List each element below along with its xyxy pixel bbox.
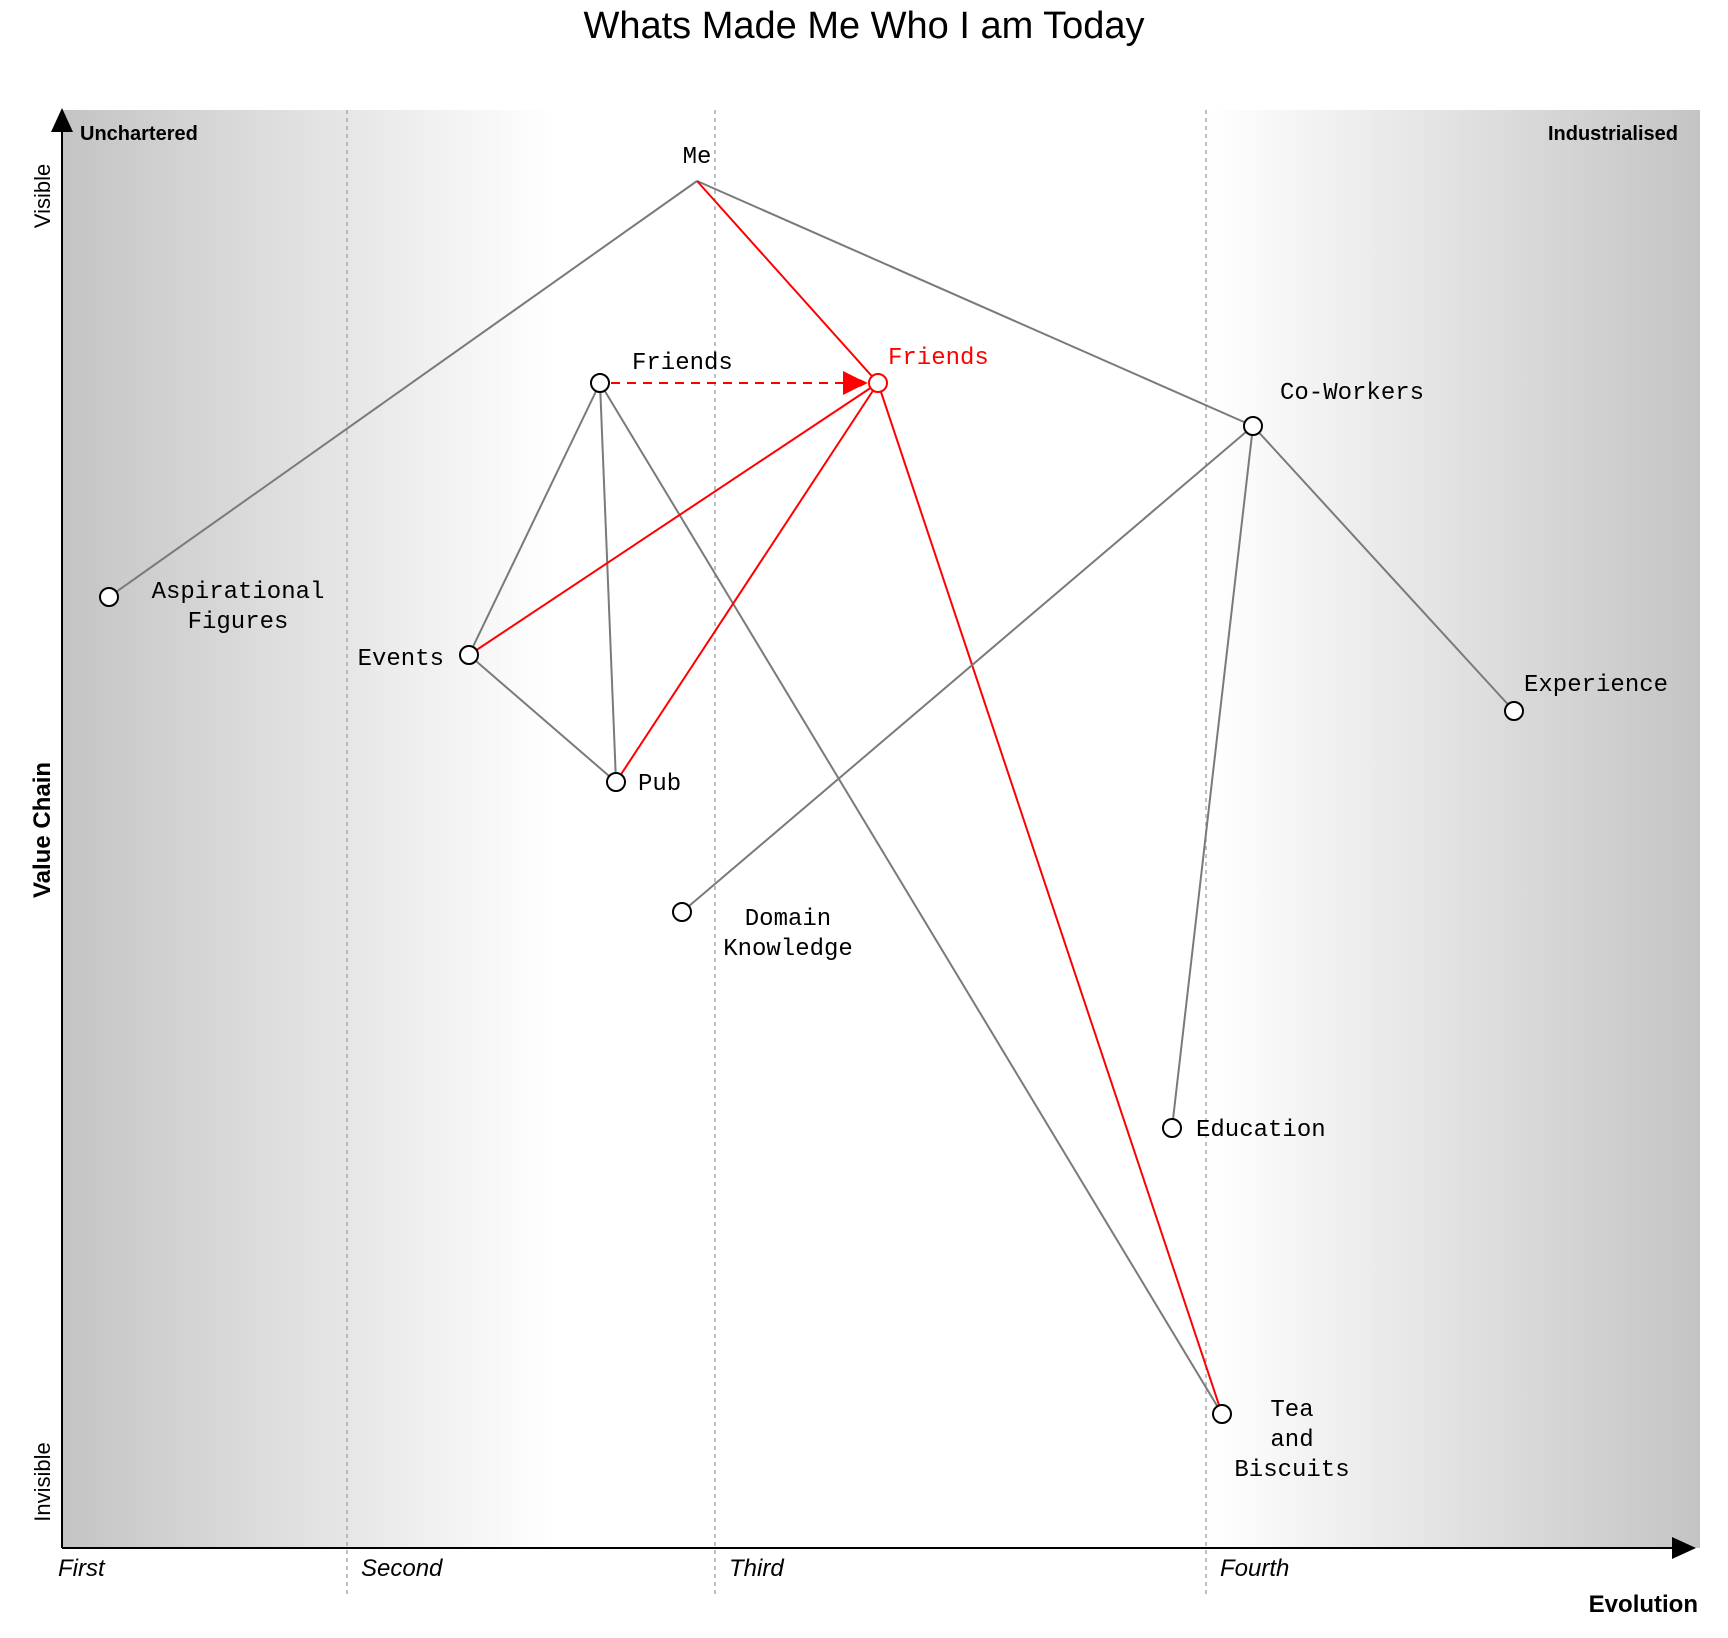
- link-coworkers-experience: [1252, 425, 1515, 712]
- x-axis-title: Evolution: [1589, 1591, 1698, 1618]
- component-label-pub: Pub: [638, 771, 681, 798]
- stage-label-third: Third: [729, 1555, 784, 1582]
- stage-dividers: [346, 110, 1207, 1598]
- component-label-line: Events: [358, 646, 444, 673]
- x-axis-arrow: [1672, 1537, 1696, 1559]
- link-friends-tea: [599, 382, 1223, 1415]
- component-label-line: Tea: [1270, 1397, 1313, 1424]
- y-axis-invisible-label: Invisible: [30, 1442, 55, 1521]
- component-label-line: Aspirational: [152, 579, 325, 606]
- component-label-line: Domain: [745, 906, 831, 933]
- component-node-pub[interactable]: [606, 772, 626, 792]
- component-label-coworkers: Co-Workers: [1280, 380, 1424, 407]
- component-label-education: Education: [1196, 1117, 1326, 1144]
- stage-label-second: Second: [361, 1555, 443, 1582]
- component-label-line: Education: [1196, 1117, 1326, 1144]
- y-axis-arrow: [51, 108, 73, 132]
- component-label-friends_evolved: Friends: [888, 345, 989, 372]
- component-node-domain[interactable]: [672, 902, 692, 922]
- link-friends-events: [468, 382, 601, 656]
- axes: [51, 108, 1696, 1559]
- link-coworkers-education: [1171, 425, 1254, 1129]
- component-label-tea: Tea and Biscuits: [1234, 1397, 1349, 1484]
- component-label-aspirational: Aspirational Figures: [152, 579, 325, 636]
- component-node-tea[interactable]: [1212, 1404, 1232, 1424]
- labels-layer: Me Friends Friends Co-Workers Aspirational Fi…: [152, 144, 1668, 1484]
- link-me-aspirational: [108, 180, 698, 598]
- component-label-line: Pub: [638, 771, 681, 798]
- industrialised-label: Industrialised: [1548, 123, 1678, 145]
- link-coworkers-domain: [681, 425, 1254, 913]
- component-label-line: Figures: [188, 609, 289, 636]
- link-friends_evolved-tea: [877, 382, 1223, 1415]
- link-me-coworkers: [696, 180, 1254, 427]
- component-label-domain: Domain Knowledge: [723, 906, 853, 963]
- component-label-line: Knowledge: [723, 936, 853, 963]
- component-label-me: Me: [683, 144, 712, 171]
- component-label-line: Co-Workers: [1280, 380, 1424, 407]
- evolve-arrow-head: [843, 371, 867, 395]
- component-label-friends: Friends: [632, 350, 733, 377]
- link-friends_evolved-events: [468, 382, 879, 656]
- link-me-friends_evolved: [696, 180, 879, 384]
- link-events-pub: [468, 654, 617, 783]
- y-axis-visible-label: Visible: [30, 164, 55, 228]
- map-background: [62, 110, 1700, 1548]
- unchartered-label: Unchartered: [80, 123, 198, 145]
- component-label-line: Experience: [1524, 672, 1668, 699]
- component-label-line: Biscuits: [1234, 1457, 1349, 1484]
- component-node-events[interactable]: [459, 645, 479, 665]
- component-node-experience[interactable]: [1504, 701, 1524, 721]
- component-node-aspirational[interactable]: [99, 587, 119, 607]
- component-label-line: Friends: [888, 345, 989, 372]
- component-label-line: and: [1270, 1427, 1313, 1454]
- component-node-education[interactable]: [1162, 1118, 1182, 1138]
- component-label-experience: Experience: [1524, 672, 1668, 699]
- link-friends-pub: [599, 382, 617, 783]
- component-node-coworkers[interactable]: [1243, 416, 1263, 436]
- component-label-line: Me: [683, 144, 712, 171]
- map-title: Whats Made Me Who I am Today: [583, 5, 1144, 47]
- nodes-layer: [99, 373, 1524, 1424]
- y-axis-title: Value Chain: [29, 762, 56, 898]
- component-label-events: Events: [358, 646, 444, 673]
- links-layer: [108, 180, 1515, 1415]
- stage-label-fourth: Fourth: [1220, 1555, 1289, 1582]
- component-node-friends_evolved[interactable]: [868, 373, 888, 393]
- component-label-line: Friends: [632, 350, 733, 377]
- component-node-friends[interactable]: [590, 373, 610, 393]
- evolve-layer: [611, 371, 868, 395]
- stage-label-first: First: [58, 1555, 106, 1582]
- link-friends_evolved-pub: [615, 382, 879, 783]
